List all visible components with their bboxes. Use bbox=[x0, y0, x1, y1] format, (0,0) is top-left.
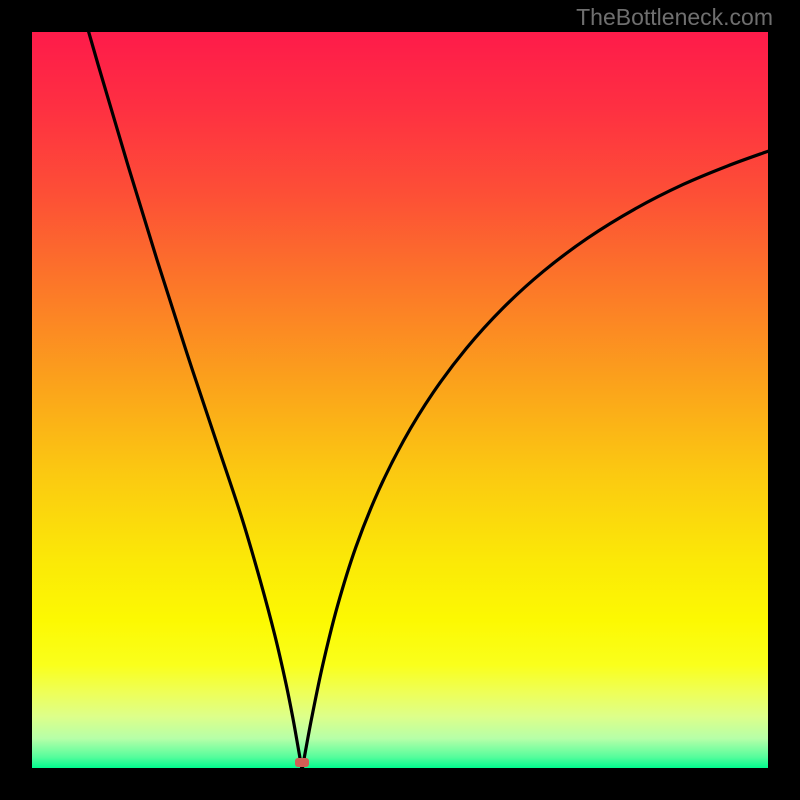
watermark-text: TheBottleneck.com bbox=[576, 4, 773, 31]
plot-area bbox=[32, 32, 768, 768]
chart-wrapper: TheBottleneck.com bbox=[0, 0, 800, 800]
minimum-marker bbox=[295, 758, 309, 767]
